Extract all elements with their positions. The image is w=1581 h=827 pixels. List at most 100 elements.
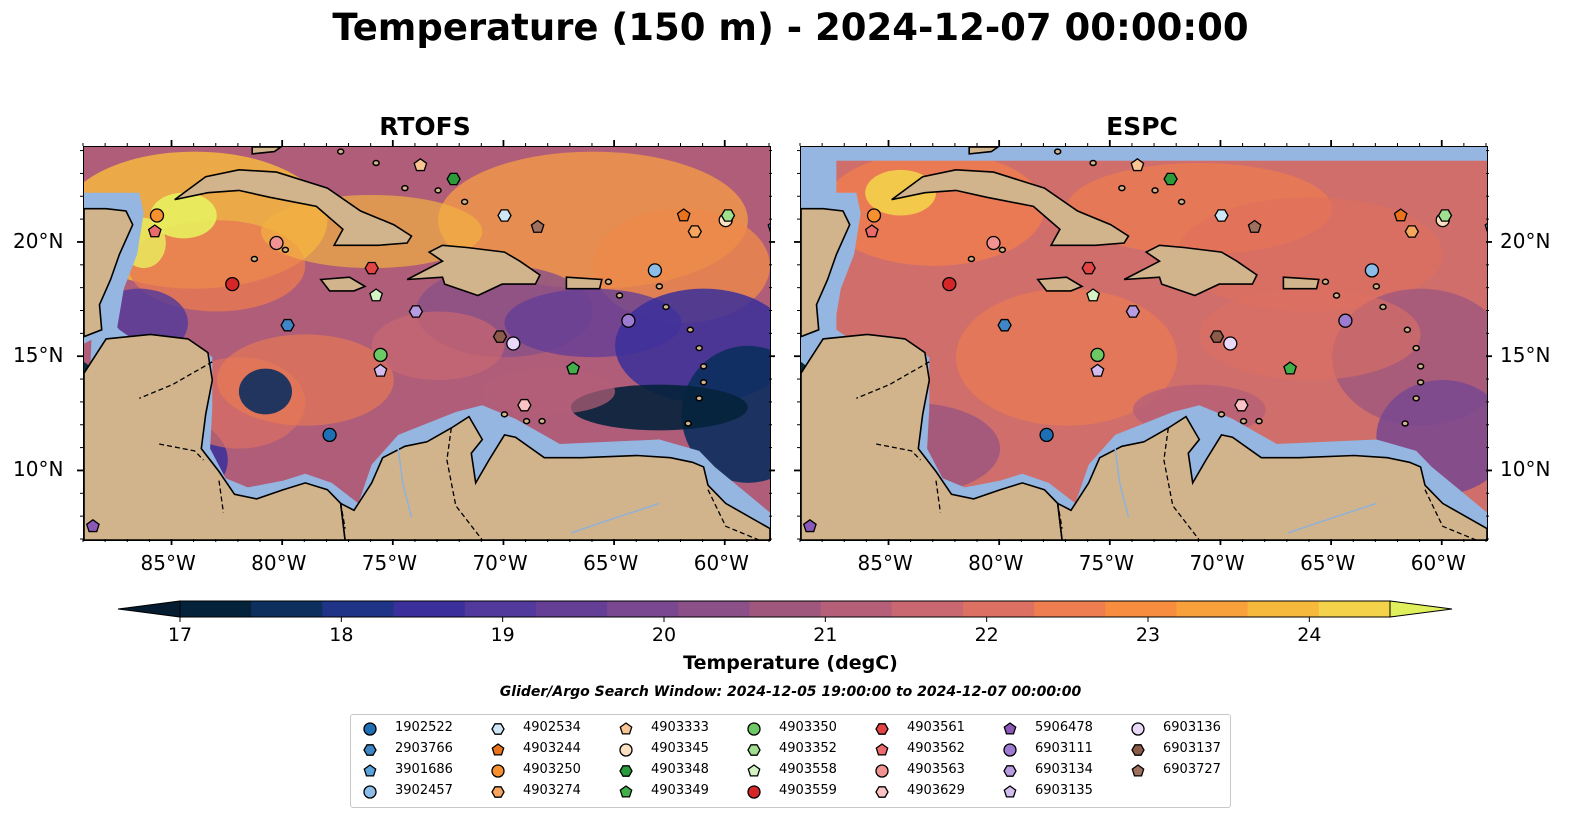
platform-marker-3901686[interactable] <box>1484 221 1487 233</box>
platform-marker-4903562[interactable] <box>147 224 162 238</box>
platform-marker-1902522[interactable] <box>322 427 337 443</box>
platform-marker-4903274[interactable] <box>1404 225 1420 238</box>
colorbar-bin <box>891 601 964 617</box>
platform-marker-1902522[interactable] <box>1039 427 1054 443</box>
platform-marker-4903558[interactable] <box>1086 288 1101 302</box>
platform-marker-4903562[interactable] <box>864 224 879 238</box>
land-florida <box>968 147 1000 155</box>
platform-marker-4903561[interactable] <box>364 261 379 275</box>
platform-marker-4903274[interactable] <box>687 225 703 238</box>
platform-marker-5906478[interactable] <box>802 518 817 533</box>
colorbar-label: Temperature (degC) <box>683 652 898 674</box>
platform-marker-4903350[interactable] <box>1090 347 1105 363</box>
colorbar-bin <box>1176 601 1249 617</box>
lon-tick-label: 70°W <box>1189 551 1245 575</box>
land-yucatan <box>84 207 134 338</box>
legend-label: 6903111 <box>1035 741 1093 756</box>
legend-label: 1902522 <box>395 720 453 735</box>
platform-marker-5906478[interactable] <box>85 518 100 533</box>
platform-marker-6903136[interactable] <box>1223 336 1238 351</box>
platform-marker-4903629[interactable] <box>1234 398 1249 412</box>
colorbar-bin <box>535 601 608 617</box>
colorbar-bin <box>464 601 537 617</box>
lon-tick-label: 60°W <box>1410 551 1466 575</box>
colorbar-bin <box>962 601 1035 617</box>
legend-label: 3902457 <box>395 783 453 798</box>
circle-marker-icon <box>491 764 505 778</box>
platform-marker-4903561[interactable] <box>1081 261 1096 275</box>
legend-label: 4903349 <box>651 783 709 798</box>
legend-label: 4903559 <box>779 783 837 798</box>
platform-marker-6903134[interactable] <box>408 305 424 318</box>
platform-marker-6903137[interactable] <box>1209 330 1225 343</box>
colorbar-bin <box>1247 601 1320 617</box>
hexagon-marker-icon <box>363 744 377 756</box>
land-cuba <box>891 168 1130 247</box>
land-hispaniola <box>406 244 541 297</box>
platform-marker-4902534[interactable] <box>1214 209 1229 222</box>
legend-label: 4903558 <box>779 762 837 777</box>
platform-marker-4903244[interactable] <box>1393 208 1408 222</box>
circle-marker-icon <box>1003 743 1017 757</box>
platform-marker-4903563[interactable] <box>986 235 1001 251</box>
platform-marker-6903727[interactable] <box>530 219 545 233</box>
figure-title: Temperature (150 m) - 2024-12-07 00:00:0… <box>332 6 1249 49</box>
platform-marker-4902534[interactable] <box>497 209 512 222</box>
platform-marker-4903559[interactable] <box>942 276 957 292</box>
platform-marker-4903559[interactable] <box>225 276 240 292</box>
platform-marker-6903111[interactable] <box>1338 313 1353 328</box>
platform-marker-2903766[interactable] <box>280 318 295 332</box>
platform-marker-4903348[interactable] <box>1163 172 1178 186</box>
circle-marker-icon <box>619 743 633 757</box>
legend-label: 4903350 <box>779 720 837 735</box>
platform-marker-4903352[interactable] <box>720 209 736 222</box>
land-yucatan <box>801 207 851 338</box>
platform-marker-2903766[interactable] <box>997 318 1012 332</box>
legend-label: 6903134 <box>1035 762 1093 777</box>
platform-marker-4903349[interactable] <box>1283 361 1298 375</box>
platform-marker-6903727[interactable] <box>1247 219 1262 233</box>
platform-marker-6903111[interactable] <box>621 313 636 328</box>
platform-marker-4903558[interactable] <box>369 288 384 302</box>
platform-marker-4903350[interactable] <box>373 347 388 363</box>
legend-label: 4903561 <box>907 720 965 735</box>
lat-tick-label: 20°N <box>1500 228 1551 253</box>
colorbar-tick-label: 23 <box>1136 624 1160 646</box>
platform-marker-6903135[interactable] <box>1090 363 1105 377</box>
pentagon-marker-icon <box>1131 764 1145 777</box>
platform-marker-6903135[interactable] <box>373 363 388 377</box>
platform-marker-3902457[interactable] <box>647 263 663 278</box>
platform-marker-4903250[interactable] <box>149 208 165 223</box>
platform-marker-6903134[interactable] <box>1125 305 1141 318</box>
ticks-espc <box>794 140 1492 545</box>
platform-marker-4903244[interactable] <box>676 208 691 222</box>
panel-title-rtofs: RTOFS <box>379 112 471 141</box>
panel-title-espc: ESPC <box>1106 112 1178 141</box>
platform-marker-3901686[interactable] <box>767 221 770 233</box>
lon-tick-label: 70°W <box>472 551 528 575</box>
colorbar-bin <box>678 601 750 617</box>
hexagon-marker-icon <box>491 786 505 798</box>
platform-marker-4903349[interactable] <box>566 361 581 375</box>
platform-marker-4903333[interactable] <box>1130 157 1145 172</box>
platform-marker-4903333[interactable] <box>413 157 428 172</box>
search-window-text: Glider/Argo Search Window: 2024-12-05 19… <box>499 684 1082 700</box>
lon-tick-label: 65°W <box>1300 551 1356 575</box>
platform-marker-3902457[interactable] <box>1364 263 1380 278</box>
platform-marker-6903136[interactable] <box>506 336 521 351</box>
platform-marker-4903348[interactable] <box>446 172 461 186</box>
circle-marker-icon <box>747 722 761 736</box>
colorbar-tick-label: 20 <box>652 624 676 646</box>
legend-label: 4903563 <box>907 762 965 777</box>
platform-marker-4903352[interactable] <box>1437 209 1453 222</box>
platform-marker-6903137[interactable] <box>492 330 508 343</box>
colorbar-bin <box>251 601 323 617</box>
lon-tick-label: 60°W <box>693 551 749 575</box>
rtofs-map <box>83 146 771 541</box>
platform-marker-4903629[interactable] <box>517 398 532 412</box>
legend-label: 4903562 <box>907 741 965 756</box>
colorbar-bin <box>607 601 679 617</box>
legend-label: 4903244 <box>523 741 581 756</box>
platform-marker-4903250[interactable] <box>866 208 882 223</box>
platform-marker-4903563[interactable] <box>269 235 284 251</box>
